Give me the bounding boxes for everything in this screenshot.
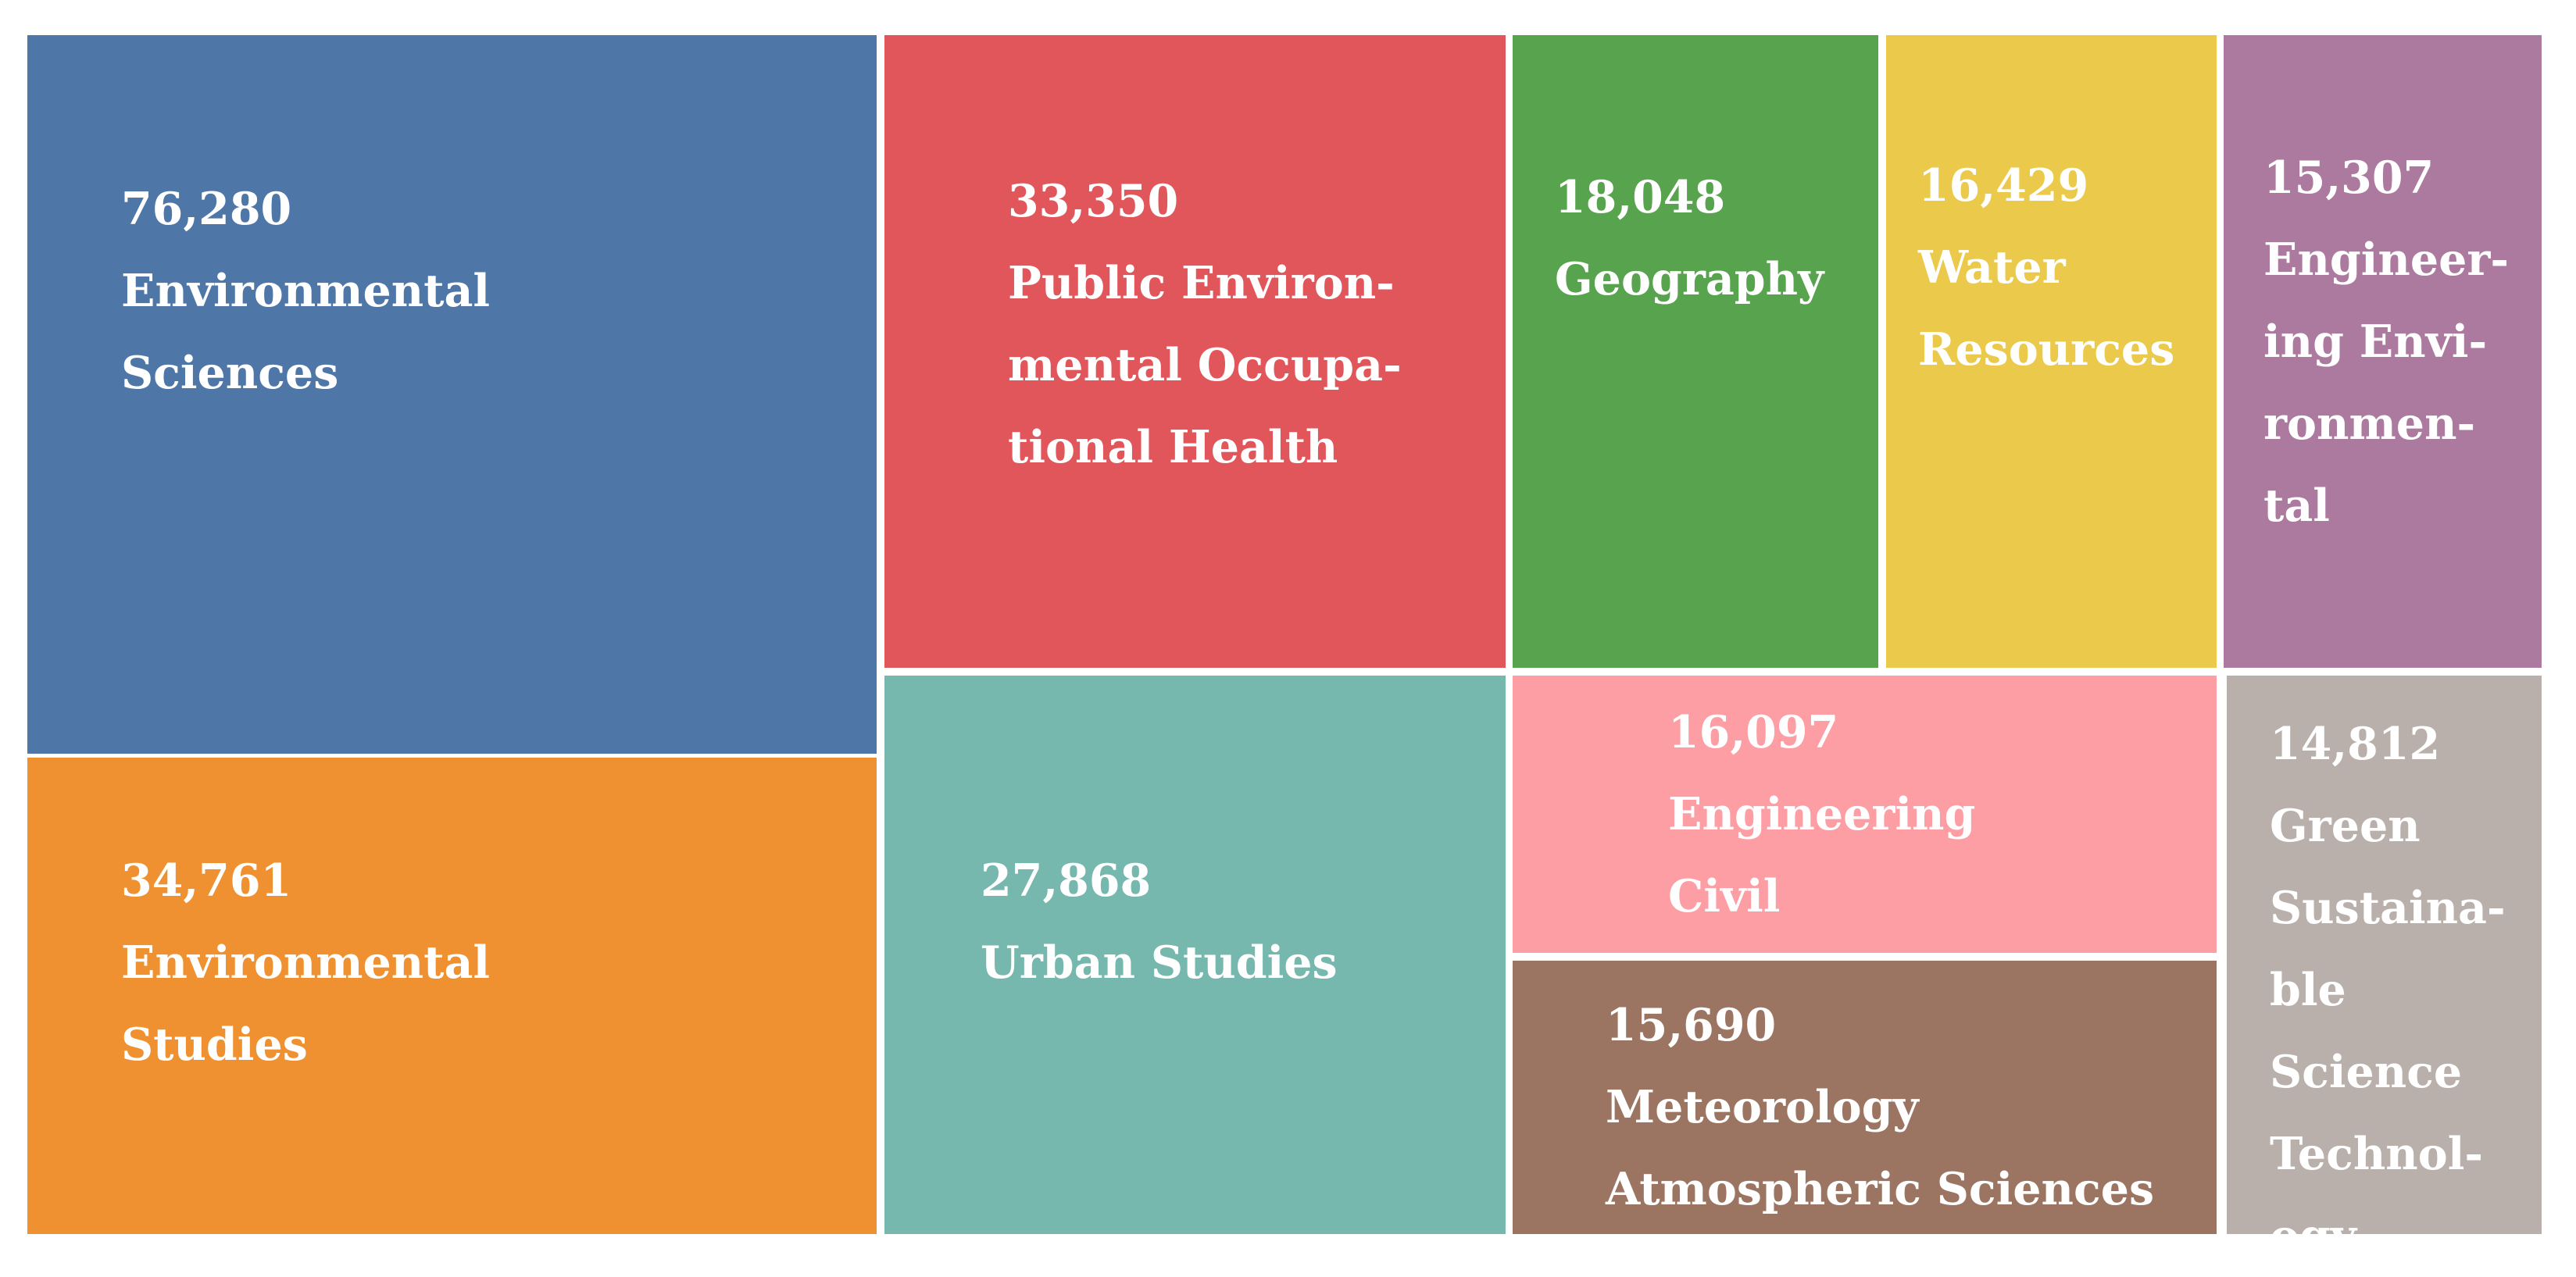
tile-category-label: Engineering Civil [1668, 788, 1976, 922]
treemap-tile [1886, 35, 2217, 668]
tile-value-label: 16,429 [1918, 159, 2089, 212]
treemap-tile [27, 35, 877, 754]
tile-value-label: 34,761 [121, 854, 292, 907]
tile-value-label: 16,097 [1668, 706, 1839, 758]
tile-category-label: Engineer- ing Envi- ronmen- tal [2263, 234, 2510, 532]
tile-text: 34,761 Environmental Studies [121, 840, 490, 1086]
tile-category-label: Geography [1555, 253, 1824, 305]
tile-category-label: Green Sustaina- ble Science Technol- ogy [2270, 800, 2506, 1262]
tile-value-label: 14,812 [2270, 718, 2441, 770]
tile-value-label: 15,690 [1606, 999, 1777, 1051]
tile-value-label: 27,868 [981, 854, 1152, 907]
tile-category-label: Urban Studies [981, 936, 1338, 989]
tile-text: 33,350 Public Environ- mental Occupa- tio… [1008, 160, 1402, 488]
tile-text: 15,690 Meteorology Atmospheric Sciences [1606, 984, 2154, 1230]
tile-category-label: Public Environ- mental Occupa- tional He… [1008, 257, 1402, 473]
tile-category-label: Environmental Studies [121, 936, 491, 1071]
tile-text: 16,429 Water Resources [1918, 144, 2174, 391]
treemap-tile [1513, 35, 1878, 668]
tile-text: 76,280 Environmental Sciences [121, 168, 490, 414]
treemap-tile [1513, 961, 2217, 1234]
tile-category-label: Water Resources [1918, 241, 2175, 376]
treemap-tile [884, 35, 1506, 668]
tile-value-label: 15,307 [2263, 152, 2435, 204]
tile-text: 15,307 Engineer- ing Envi- ronmen- tal [2263, 137, 2509, 547]
tile-text: 18,048 Geography [1555, 156, 1824, 320]
treemap-tile [2227, 676, 2542, 1234]
tile-value-label: 33,350 [1008, 175, 1179, 227]
treemap-tile [27, 758, 877, 1234]
treemap-tile [2224, 35, 2542, 668]
tile-value-label: 76,280 [121, 183, 292, 235]
tile-category-label: Environmental Sciences [121, 265, 491, 399]
treemap-tile [1513, 676, 2217, 953]
tile-text: 14,812 Green Sustaina- ble Science Techno… [2270, 703, 2506, 1277]
treemap-tile [884, 676, 1506, 1234]
tile-text: 16,097 Engineering Civil [1668, 691, 1975, 937]
tile-category-label: Meteorology Atmospheric Sciences [1606, 1081, 2155, 1215]
tile-value-label: 18,048 [1555, 171, 1726, 223]
tile-text: 27,868 Urban Studies [981, 840, 1338, 1004]
